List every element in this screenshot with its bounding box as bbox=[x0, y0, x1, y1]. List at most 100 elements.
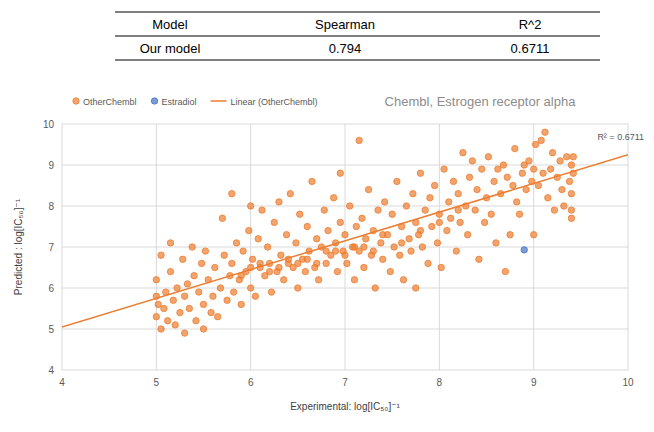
scatter-point bbox=[304, 256, 310, 262]
scatter-point bbox=[481, 219, 487, 225]
chart-title: Chembl, Estrogen receptor alpha bbox=[385, 94, 577, 109]
scatter-point bbox=[158, 326, 164, 332]
scatter-point bbox=[532, 141, 538, 147]
scatter-point bbox=[247, 203, 253, 209]
scatter-point bbox=[337, 219, 343, 225]
scatter-point bbox=[542, 129, 548, 135]
scatter-point bbox=[224, 297, 230, 303]
scatter-point bbox=[321, 207, 327, 213]
scatter-point bbox=[547, 166, 553, 172]
x-grid-line bbox=[345, 124, 346, 370]
scatter-point bbox=[158, 252, 164, 258]
scatter-point bbox=[398, 240, 404, 246]
x-grid-line bbox=[62, 124, 63, 370]
scatter-point bbox=[330, 195, 336, 201]
y-axis-label: Predicted : log[IC₅₀]⁻¹ bbox=[13, 198, 24, 295]
table-cell: Our model bbox=[140, 41, 201, 56]
scatter-point bbox=[387, 268, 393, 274]
scatter-point bbox=[361, 244, 367, 250]
legend-swatch bbox=[73, 98, 79, 104]
scatter-point bbox=[380, 232, 386, 238]
scatter-point bbox=[512, 145, 518, 151]
scatter-point bbox=[516, 211, 522, 217]
scatter-point bbox=[266, 268, 272, 274]
scatter-point bbox=[429, 223, 435, 229]
scatter-point bbox=[545, 195, 551, 201]
x-grid-line bbox=[439, 124, 440, 370]
scatter-point bbox=[568, 162, 574, 168]
scatter-point bbox=[167, 268, 173, 274]
trend-line bbox=[62, 155, 628, 327]
scatter-point bbox=[264, 244, 270, 250]
scatter-point bbox=[153, 314, 159, 320]
scatter-point bbox=[191, 273, 197, 279]
scatter-point bbox=[406, 236, 412, 242]
scatter-point bbox=[177, 309, 183, 315]
scatter-point bbox=[212, 264, 218, 270]
scatter-point bbox=[381, 199, 387, 205]
scatter-point bbox=[219, 215, 225, 221]
scatter-point bbox=[397, 252, 403, 258]
scatter-point bbox=[210, 293, 216, 299]
scatter-point bbox=[323, 260, 329, 266]
scatter-point bbox=[493, 240, 499, 246]
scatter-point bbox=[359, 215, 365, 221]
scatter-point bbox=[280, 277, 286, 283]
scatter-point bbox=[375, 207, 381, 213]
x-tick-label: 8 bbox=[437, 377, 443, 388]
scatter-point bbox=[436, 219, 442, 225]
scatter-point bbox=[460, 150, 466, 156]
scatter-point bbox=[526, 158, 532, 164]
table-rule bbox=[115, 36, 600, 37]
scatter-point bbox=[249, 256, 255, 262]
scatter-point bbox=[238, 301, 244, 307]
scatter-point bbox=[419, 244, 425, 250]
scatter-point bbox=[196, 289, 202, 295]
scatter-point bbox=[455, 191, 461, 197]
table-cell: 0.794 bbox=[329, 41, 362, 56]
x-axis-label: Experimental: log[IC₅₀]⁻¹ bbox=[290, 401, 400, 412]
scatter-point bbox=[446, 199, 452, 205]
scatter-point bbox=[252, 293, 258, 299]
x-grid-line bbox=[533, 124, 534, 370]
x-grid-line bbox=[250, 124, 251, 370]
scatter-point bbox=[507, 232, 513, 238]
scatter-point bbox=[568, 215, 574, 221]
y-tick-label: 7 bbox=[48, 242, 54, 253]
table-header: Spearman bbox=[315, 17, 375, 32]
scatter-point bbox=[240, 248, 246, 254]
scatter-point bbox=[521, 247, 527, 253]
scatter-point bbox=[434, 240, 440, 246]
scatter-point bbox=[304, 223, 310, 229]
scatter-point bbox=[466, 174, 472, 180]
scatter-point bbox=[427, 195, 433, 201]
scatter-point bbox=[380, 256, 386, 262]
scatter-point bbox=[295, 260, 301, 266]
y-tick-label: 10 bbox=[43, 119, 55, 130]
scatter-point bbox=[513, 199, 519, 205]
plot-marks bbox=[62, 129, 628, 336]
scatter-point bbox=[410, 191, 416, 197]
y-tick-label: 6 bbox=[48, 283, 54, 294]
scatter-point bbox=[342, 252, 348, 258]
legend-label: OtherChembl bbox=[83, 97, 137, 107]
scatter-point bbox=[485, 154, 491, 160]
scatter-point bbox=[557, 158, 563, 164]
x-tick-label: 10 bbox=[622, 377, 634, 388]
scatter-point bbox=[181, 330, 187, 336]
legend-label: Estradiol bbox=[162, 97, 197, 107]
scatter-point bbox=[351, 277, 357, 283]
scatter-point bbox=[504, 174, 510, 180]
scatter-point bbox=[323, 248, 329, 254]
scatter-point bbox=[568, 207, 574, 213]
scatter-point bbox=[164, 318, 170, 324]
scatter-point bbox=[365, 186, 371, 192]
scatter-point bbox=[214, 314, 220, 320]
scatter-point bbox=[394, 178, 400, 184]
x-tick-label: 9 bbox=[531, 377, 537, 388]
scatter-point bbox=[276, 199, 282, 205]
scatter-point bbox=[502, 268, 508, 274]
scatter-point bbox=[500, 162, 506, 168]
scatter-point bbox=[174, 285, 180, 291]
scatter-point bbox=[444, 227, 450, 233]
